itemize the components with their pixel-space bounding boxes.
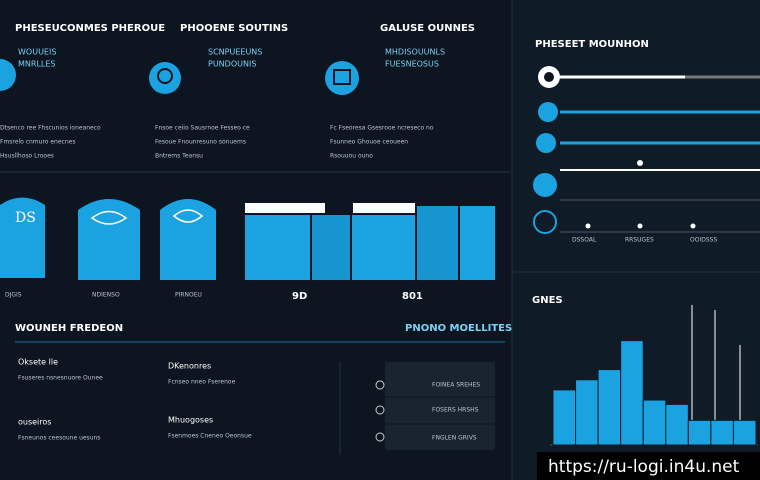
item-line: Fsuseres nsnesnuore Ounee [18, 375, 103, 382]
item-title: ouseiros [18, 418, 51, 427]
card-line: Fc Fseoresa Gsesrooe ncreseco no [330, 125, 434, 132]
section-title: PNONO MOELLITES [405, 323, 512, 334]
bar [665, 403, 689, 446]
bar [642, 399, 667, 446]
block [417, 206, 458, 280]
icon [325, 61, 359, 95]
slider-knob [637, 160, 643, 166]
header: PHESEUCONMES PHEROUE [15, 23, 165, 34]
list-icon [375, 405, 385, 415]
side-label: RRSUGES [625, 237, 654, 244]
header: GALUSE OUNNES [380, 23, 475, 34]
card-line: Rsouuou ouno [330, 153, 373, 160]
block [245, 215, 310, 280]
texts: WOUUEIS MNRLLES Dtsenco ree Fhscunios ione… [0, 48, 480, 442]
dot [585, 223, 591, 229]
dot [690, 223, 696, 229]
item-line: Fcnseo nneo Fserenoe [168, 379, 236, 386]
header: PHOOENE SOUTINS [180, 23, 288, 34]
list-icon [375, 380, 385, 390]
watermark-box [537, 452, 760, 480]
card-line: Hsusllhoso Lrooes [0, 153, 54, 160]
slider-knob [544, 72, 554, 82]
block-label: 801 [402, 291, 423, 302]
dot [637, 223, 643, 229]
slider-knob [533, 210, 557, 234]
card-caption: PUNDOUNIS [208, 60, 256, 69]
block-label: 9D [292, 291, 307, 302]
block [352, 215, 415, 280]
shield-label: NDIENSO [92, 292, 120, 299]
item-title: DKenonres [168, 362, 211, 371]
bar [620, 340, 644, 446]
bar [575, 379, 599, 446]
block-cap [353, 203, 415, 213]
card-line: Fsunneo Ghouoe ceoueen [330, 139, 408, 146]
item-line: Fsenmoes Cneneo Oeonsue [168, 433, 252, 440]
item-title: Oksete lle [18, 358, 58, 367]
card-line: Bntrems Teansu [155, 153, 203, 160]
block [460, 206, 495, 280]
card-subtitle: SCNPUEEUNS [208, 48, 262, 57]
shield-text: DS [15, 210, 36, 226]
card-line: Fnsoe ceiio Sausrnoe Fesseo ce [155, 125, 250, 132]
card-caption: FUESNEOSUS [385, 60, 439, 69]
item-title: Mhuogoses [168, 416, 213, 425]
card-line: Fesoue Fnounresuno sonuems [155, 139, 246, 146]
bar [710, 419, 734, 446]
side-label: OOIDSSS [690, 237, 717, 244]
watermark: https://ru-logi.in4u.net [548, 457, 740, 477]
side-title: PHESEET MOUNHON [535, 39, 649, 50]
item-line: Fsneunos ceesoune uesuns [18, 435, 100, 442]
list-item: FNGLEN GRIVS [432, 435, 477, 442]
list-icon [375, 432, 385, 442]
bar [732, 419, 757, 446]
icon [0, 59, 16, 91]
shield-glyph [172, 209, 204, 223]
shield-label: DJGIS [5, 292, 22, 299]
slider-knob [533, 173, 557, 197]
list-box [385, 362, 495, 450]
card-caption: MNRLLES [18, 60, 56, 69]
shield [160, 199, 216, 280]
icon-glyph [333, 69, 351, 85]
shield [0, 197, 45, 278]
card-line: Dtsenco ree Fhscunios ioneaneco [0, 125, 101, 132]
list-item: FOINEA SREHES [432, 382, 480, 389]
bar [687, 419, 712, 446]
section-title: WOUNEH FREDEON [15, 323, 123, 334]
shield-label: PIRNOEU [175, 292, 202, 299]
bars [552, 340, 757, 446]
block [312, 215, 350, 280]
card-subtitle: WOUUEIS [18, 48, 56, 57]
bar [597, 369, 622, 446]
slider-knob [536, 133, 556, 153]
chart-title: GNES [532, 295, 563, 306]
icon-glyph [157, 68, 173, 84]
slider-knob [538, 102, 558, 122]
bar [552, 389, 577, 446]
shield-glyph [90, 210, 128, 225]
list-item: FOSERS HRSHS [432, 407, 479, 414]
icon [149, 62, 181, 94]
side-label: DSSOAL [572, 237, 597, 244]
card-line: Fmsrelo cnmuro enecnes [0, 139, 75, 146]
block-cap [245, 203, 325, 213]
card-subtitle: MHDISOUUNLS [385, 48, 445, 57]
